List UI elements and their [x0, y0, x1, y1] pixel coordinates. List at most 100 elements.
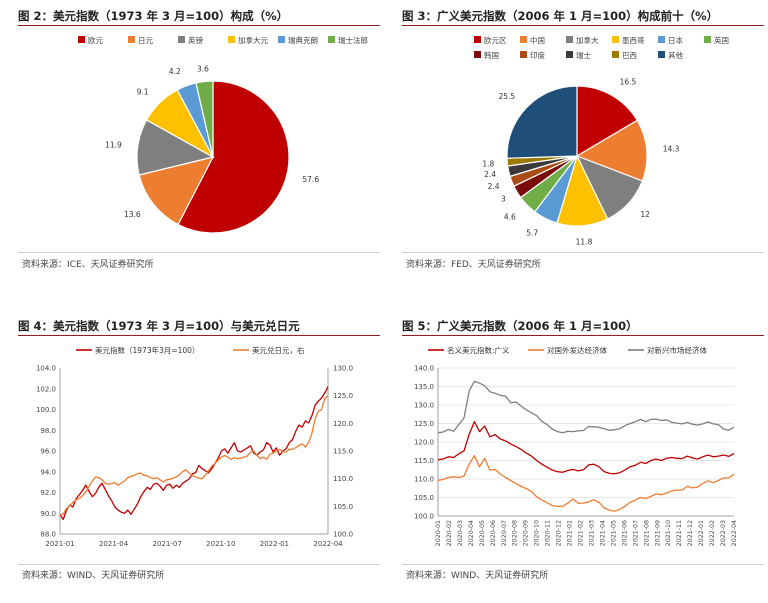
x-tick-label: 2020-10	[534, 520, 541, 546]
y-right-tick-label: 100.0	[333, 531, 353, 539]
x-tick-label: 2020-01	[435, 520, 442, 546]
pie-data-label: 16.5	[620, 77, 637, 86]
pie-data-label: 3	[501, 195, 506, 204]
pie-slice	[195, 80, 214, 158]
y-tick-label: 90.0	[40, 510, 56, 518]
legend-swatch	[178, 36, 185, 43]
x-tick-label: 2021-09	[654, 520, 661, 546]
x-tick-label: 2021-04	[99, 540, 129, 548]
x-tick-label: 2020-07	[501, 520, 508, 546]
y-tick-label: 92.0	[40, 489, 56, 497]
x-tick-label: 2020-02	[446, 520, 453, 546]
x-tick-label: 2021-04	[599, 520, 606, 546]
pie-data-label: 2.4	[484, 170, 496, 179]
figure-4-source: 资料来源：WIND、天风证券研究所	[22, 571, 165, 581]
legend-label: 名义美元指数:广义	[447, 345, 510, 355]
y-right-tick-label: 130.0	[333, 365, 353, 373]
x-tick-label: 2021-05	[610, 520, 617, 546]
legend-swatch	[474, 51, 481, 58]
y-right-tick-label: 120.0	[333, 420, 353, 428]
x-tick-label: 2020-05	[479, 520, 486, 546]
figure-5-panel: 图 5：广义美元指数（2006 年 1 月=100） 名义美元指数:广义 对国外发…	[402, 318, 764, 593]
y-tick-label: 98.0	[40, 427, 56, 435]
y-tick-label: 120.0	[414, 439, 434, 447]
series-line	[59, 386, 329, 521]
x-tick-label: 2021-01	[45, 540, 74, 548]
x-tick-label: 2021-06	[621, 520, 628, 546]
legend-label: 加拿大元	[238, 35, 268, 45]
y-tick-label: 130.0	[414, 402, 434, 410]
pie-data-label: 13.6	[124, 210, 141, 219]
x-tick-label: 2021-11	[676, 520, 683, 546]
series-line	[437, 455, 735, 512]
series-line	[437, 380, 735, 434]
y-tick-label: 140.0	[414, 365, 434, 373]
legend-swatch	[566, 36, 573, 43]
legend-label: 中国	[530, 35, 545, 45]
legend-label: 对新兴市场经济体	[647, 345, 707, 355]
legend-label: 瑞士法郎	[338, 35, 368, 45]
x-tick-label: 2022-04	[731, 520, 738, 546]
x-tick-label: 2022-04	[313, 540, 343, 548]
y-right-tick-label: 115.0	[333, 448, 353, 456]
legend-label: 巴西	[622, 51, 637, 60]
figure-4-source-rule	[18, 564, 380, 565]
legend-label: 印度	[530, 50, 545, 60]
pie-data-label: 11.9	[105, 141, 122, 150]
legend-label: 美元兑日元，右	[252, 345, 305, 355]
legend-label: 欧元	[88, 35, 103, 45]
figure-5-title-rule	[402, 335, 764, 336]
x-tick-label: 2021-08	[643, 520, 650, 546]
y-tick-label: 88.0	[40, 531, 56, 539]
legend-swatch	[520, 51, 527, 58]
y-tick-label: 94.0	[40, 468, 56, 476]
legend-label: 韩国	[484, 50, 499, 60]
y-tick-label: 110.0	[414, 476, 434, 484]
y-tick-label: 115.0	[414, 457, 434, 465]
figure-3-title-rule	[402, 25, 764, 26]
x-tick-label: 2021-07	[153, 540, 182, 548]
y-tick-label: 100.0	[36, 406, 56, 414]
x-tick-label: 2020-04	[468, 520, 475, 546]
legend-swatch	[566, 51, 573, 58]
y-tick-label: 102.0	[36, 385, 56, 393]
figure-3-title: 图 3：广义美元指数（2006 年 1 月=100）构成前十（%）	[402, 9, 719, 23]
x-tick-label: 2022-03	[720, 520, 727, 546]
pie-data-label: 9.1	[137, 87, 149, 96]
legend-label: 墨西哥	[622, 36, 645, 45]
legend-swatch	[128, 36, 135, 43]
pie-data-label: 4.6	[504, 212, 516, 221]
pie-slice	[575, 119, 648, 182]
pie-slice	[506, 85, 578, 159]
pie-slice	[177, 80, 290, 234]
x-tick-label: 2020-09	[523, 520, 530, 546]
legend-label: 欧元区	[484, 35, 507, 45]
pie-slice	[138, 156, 215, 226]
y-tick-label: 105.0	[414, 494, 434, 502]
y-right-tick-label: 105.0	[333, 503, 353, 511]
pie-data-label: 14.3	[663, 145, 680, 154]
legend-swatch	[658, 36, 665, 43]
x-tick-label: 2022-02	[709, 520, 716, 546]
figure-4-title: 图 4：美元指数（1973 年 3 月=100）与美元兑日元	[18, 319, 300, 333]
figure-4-line-chart: 美元指数（1973年3月=100） 美元兑日元，右 88.0 90.0 92.0 94.0…	[36, 345, 353, 548]
legend-label: 美元指数（1973年3月=100）	[95, 345, 199, 355]
legend-swatch	[474, 36, 481, 43]
legend-label: 其他	[668, 50, 683, 60]
y-tick-label: 100.0	[414, 513, 434, 521]
figure-3-source: 资料来源：FED、天风证券研究所	[406, 260, 541, 270]
x-tick-label: 2021-10	[206, 540, 235, 548]
x-tick-label: 2021-01	[567, 520, 574, 546]
x-tick-label: 2021-03	[588, 520, 595, 546]
legend-label: 日本	[668, 35, 683, 45]
legend-label: 英镑	[188, 35, 203, 45]
legend-label: 对国外发达经济体	[547, 345, 607, 355]
x-tick-label: 2021-10	[665, 520, 672, 546]
legend-swatch	[612, 51, 619, 58]
legend-swatch	[78, 36, 85, 43]
x-tick-label: 2020-12	[556, 520, 563, 546]
pie-data-label: 57.6	[302, 175, 319, 184]
figure-2-pie-chart: 欧元 日元 英镑 加拿大元 瑞典克朗 瑞士法郎 57.6 13.6 11.9 9.1 4.2 3.6	[78, 35, 368, 234]
x-tick-label: 2021-07	[632, 520, 639, 546]
